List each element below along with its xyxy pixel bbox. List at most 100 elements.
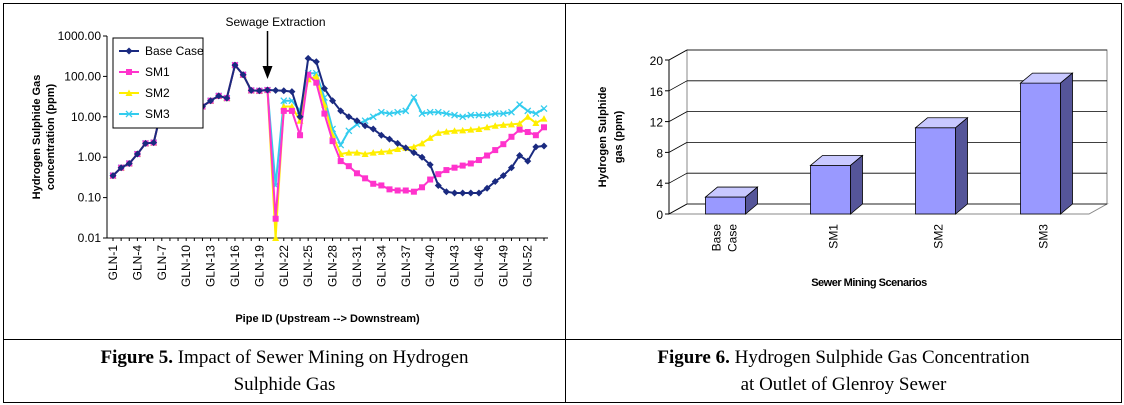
data-point	[361, 150, 369, 158]
data-point	[507, 164, 515, 172]
data-point	[297, 132, 304, 139]
figure5-caption-label: Figure 5.	[100, 347, 173, 368]
data-point	[305, 71, 312, 78]
y-tick-label: 1000.00	[58, 29, 102, 43]
data-point	[370, 180, 377, 187]
data-point-stroke	[280, 97, 288, 105]
y-tick-label: 1.00	[78, 150, 102, 164]
data-point-stroke	[345, 127, 353, 135]
data-point-stroke	[508, 108, 515, 116]
data-point	[125, 89, 133, 96]
data-point	[442, 188, 450, 196]
line-chart-h2s: 0.01 0.10 1.00 10.00 100.00 1000.00 Hydrogen S…	[31, 15, 548, 325]
data-point	[524, 129, 531, 136]
data-point-stroke	[410, 94, 418, 101]
data-point	[516, 120, 524, 127]
x-tick-label: GLN-40	[423, 245, 437, 287]
series-base-case	[109, 54, 548, 197]
annotation-arrow-head	[262, 66, 273, 79]
data-point	[435, 171, 442, 178]
data-point	[312, 72, 320, 80]
data-point	[451, 127, 459, 134]
legend-label: SM3	[145, 107, 170, 121]
data-point	[532, 132, 539, 139]
data-point	[345, 163, 352, 170]
x-tick-label: GLN-37	[399, 245, 413, 287]
y-tick-label: 0	[656, 208, 663, 222]
data-point	[419, 184, 426, 191]
bar	[914, 116, 969, 215]
bar-front	[810, 165, 851, 215]
data-point-stroke	[125, 110, 133, 118]
bar	[704, 186, 759, 215]
data-point	[223, 94, 231, 102]
x-category-label-line: Base	[710, 224, 724, 252]
legend-item: SM1	[119, 65, 170, 79]
data-point-stroke	[394, 108, 402, 116]
data-point	[288, 88, 296, 96]
data-point	[329, 97, 337, 105]
gridline-side	[668, 142, 688, 153]
x-tick-label: GLN-49	[496, 245, 510, 287]
data-point	[288, 107, 295, 114]
bar	[1019, 72, 1074, 215]
y-tick-label: 0.10	[78, 191, 102, 205]
bar	[809, 154, 864, 215]
bar-side	[850, 154, 863, 215]
x-tick-label: GLN-52	[521, 245, 535, 287]
data-point	[369, 149, 377, 156]
data-point-stroke	[524, 107, 532, 115]
x-tick-label: GLN-19	[252, 245, 266, 287]
data-point	[499, 172, 507, 180]
data-point	[491, 178, 499, 186]
data-point	[443, 167, 450, 174]
data-point	[459, 126, 467, 134]
data-point	[321, 110, 328, 117]
data-point	[427, 176, 434, 183]
figure6-caption-line2: at Outlet of Glenroy Sewer	[740, 374, 947, 395]
data-point	[483, 184, 491, 192]
data-point	[329, 138, 336, 145]
data-point	[304, 54, 312, 62]
data-point	[394, 139, 402, 147]
data-point	[532, 143, 540, 151]
figure6-caption-line1: Hydrogen Sulphide Gas Concentration	[729, 347, 1030, 368]
data-point	[320, 85, 328, 93]
gridline-side	[668, 49, 688, 61]
data-point	[109, 172, 117, 180]
data-point	[272, 234, 280, 241]
data-point	[394, 145, 402, 152]
y-tick-label: 20	[650, 54, 664, 68]
data-point	[313, 79, 320, 86]
data-point	[410, 143, 418, 150]
bar-front	[915, 127, 956, 215]
data-point	[532, 119, 540, 127]
data-point-stroke	[459, 113, 467, 121]
x-tick-label: GLN-13	[204, 245, 218, 287]
data-point-stroke	[426, 108, 434, 116]
data-point	[524, 157, 532, 165]
x-category-label-line: SM3	[1037, 224, 1051, 249]
x-tick-label: GLN-4	[130, 245, 144, 281]
data-point	[499, 121, 507, 128]
x-category-label: SM2	[932, 224, 946, 249]
data-point	[337, 158, 344, 165]
data-point	[142, 139, 150, 147]
data-point	[483, 123, 491, 131]
data-point	[280, 107, 287, 114]
x-category-label-line: SM1	[827, 224, 841, 249]
data-point	[402, 187, 409, 194]
data-point	[280, 87, 288, 95]
data-point	[434, 129, 442, 136]
data-point-stroke	[451, 111, 459, 119]
data-point	[377, 148, 385, 155]
x-tick-label: GLN-43	[448, 245, 462, 287]
x-axis-title: Pipe ID (Upstream --> Downstream)	[235, 313, 420, 325]
bar-side	[955, 116, 968, 215]
data-point	[500, 141, 507, 148]
data-point	[353, 117, 361, 125]
legend-label: Base Case	[145, 44, 204, 58]
data-point-stroke	[434, 108, 442, 116]
data-point	[467, 126, 475, 133]
